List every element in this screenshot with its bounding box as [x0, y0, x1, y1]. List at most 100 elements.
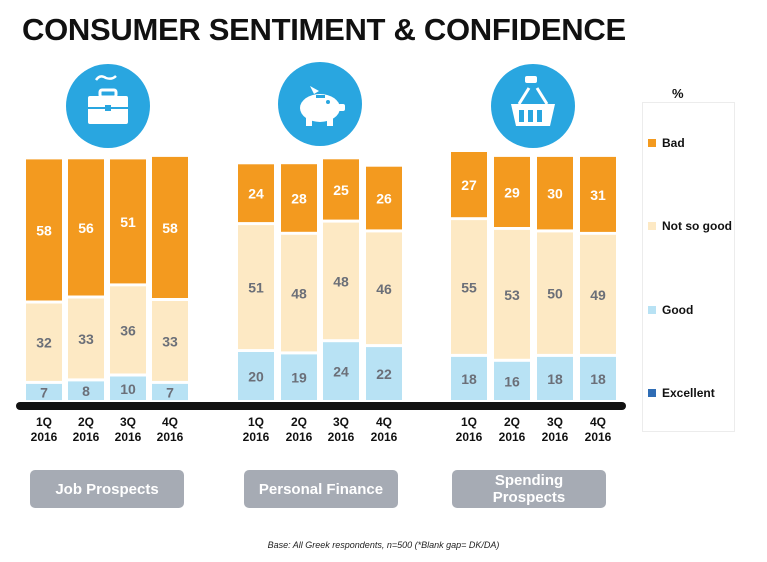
legend-item-good: Good [648, 303, 693, 317]
data-label-bad: 28 [291, 191, 307, 207]
data-label-good: 18 [590, 371, 606, 387]
legend-item-bad: Bad [648, 136, 685, 150]
data-label-bad: 27 [461, 177, 477, 193]
bar-segment-bad [366, 166, 402, 230]
legend-swatch-good [648, 306, 656, 314]
bar-segment-not-so-good [68, 298, 104, 379]
bar-segment-not-so-good [580, 234, 616, 354]
data-label-not-so-good: 55 [461, 280, 477, 296]
bar-segment-not-so-good [26, 303, 62, 381]
bar-segment-bad [323, 159, 359, 220]
bar-segment-bad [451, 152, 487, 218]
bar-segment-good [68, 381, 104, 400]
bar-segment-not-so-good [366, 232, 402, 345]
page-title: CONSUMER SENTIMENT & CONFIDENCE [22, 12, 626, 47]
bar-segment-good [366, 347, 402, 400]
data-label-bad: 26 [376, 191, 392, 207]
data-label-good: 18 [461, 371, 477, 387]
bar-segment-not-so-good [152, 301, 188, 381]
bar-segment-not-so-good [537, 232, 573, 354]
briefcase-icon [66, 64, 150, 148]
bar-segment-not-so-good [281, 234, 317, 352]
bar-segment-not-so-good [494, 229, 530, 359]
panel-personal-finance: 20 51 24 19 48 28 24 48 25 22 46 26 [238, 159, 402, 400]
data-label-good: 18 [547, 371, 563, 387]
bar-segment-good [537, 356, 573, 400]
data-label-not-so-good: 49 [590, 287, 606, 303]
bar-segment-good [580, 356, 616, 400]
category-tick-label: 1Q 2016 [456, 415, 483, 444]
data-label-not-so-good: 51 [248, 280, 264, 296]
legend-label-excellent: Excellent [662, 386, 715, 400]
spending-prospects-button[interactable]: Spending Prospects [452, 470, 606, 508]
data-label-bad: 31 [590, 187, 606, 203]
category-tick-label: 3Q 2016 [115, 415, 142, 444]
bar-segment-good [26, 383, 62, 401]
bar-segment-good [323, 342, 359, 400]
shopping-basket-icon [491, 64, 575, 148]
data-label-good: 10 [120, 381, 136, 397]
legend-item-not-so-good: Not so good [648, 219, 732, 233]
legend-box [642, 102, 735, 432]
bar-segment-bad [494, 156, 530, 227]
data-label-not-so-good: 32 [36, 335, 52, 351]
data-label-not-so-good: 48 [333, 273, 349, 289]
bar-segment-good [281, 354, 317, 400]
category-tick-label: 2Q 2016 [499, 415, 526, 444]
bar-segment-good [152, 383, 188, 401]
legend-label-bad: Bad [662, 136, 685, 150]
data-label-bad: 29 [504, 184, 520, 200]
bar-segment-not-so-good [110, 286, 146, 374]
bar-segment-bad [152, 156, 188, 298]
data-label-good: 8 [82, 383, 90, 399]
bar-segment-good [494, 361, 530, 400]
category-tick-label: 3Q 2016 [542, 415, 569, 444]
legend-swatch-bad [648, 139, 656, 147]
category-tick-label: 4Q 2016 [371, 415, 398, 444]
bar-segment-bad [281, 164, 317, 232]
data-label-bad: 25 [333, 182, 349, 198]
data-label-good: 24 [333, 364, 349, 380]
category-tick-label: 3Q 2016 [328, 415, 355, 444]
legend-label-not-so-good: Not so good [662, 219, 732, 233]
category-tick-label: 2Q 2016 [286, 415, 313, 444]
personal-finance-button[interactable]: Personal Finance [244, 470, 398, 508]
category-tick-label: 4Q 2016 [157, 415, 184, 444]
category-tick-label: 4Q 2016 [585, 415, 612, 444]
data-label-not-so-good: 33 [78, 331, 94, 347]
data-label-bad: 58 [162, 220, 178, 236]
stacked-bar-chart: 7325883356103651733582051241948282448252… [16, 62, 626, 444]
category-tick-label: 1Q 2016 [243, 415, 270, 444]
bar-segment-bad [68, 159, 104, 296]
piggy-bank-icon [278, 62, 362, 146]
legend-swatch-not-so-good [648, 222, 656, 230]
data-label-good: 16 [504, 373, 520, 389]
data-label-not-so-good: 33 [162, 333, 178, 349]
legend-item-excellent: Excellent [648, 386, 715, 400]
bar-segment-good [451, 356, 487, 400]
category-tick-label: 2Q 2016 [73, 415, 100, 444]
bar-segment-good [110, 376, 146, 400]
data-label-not-so-good: 48 [291, 286, 307, 302]
bar-segment-bad [537, 156, 573, 230]
data-label-bad: 24 [248, 186, 264, 202]
bar-segment-bad [26, 159, 62, 301]
data-label-not-so-good: 53 [504, 287, 520, 303]
data-label-good: 7 [166, 384, 174, 400]
data-label-bad: 58 [36, 222, 52, 238]
data-label-bad: 30 [547, 186, 563, 202]
data-label-bad: 51 [120, 214, 136, 230]
data-label-not-so-good: 50 [547, 286, 563, 302]
footnote: Base: All Greek respondents, n=500 (*Bla… [267, 540, 500, 550]
bar-segment-bad [580, 156, 616, 232]
data-label-good: 22 [376, 366, 392, 382]
panel-spending-prospects: 18 55 27 16 53 29 18 50 30 18 49 31 [451, 152, 616, 400]
data-label-bad: 56 [78, 220, 94, 236]
bar-segment-not-so-good [238, 225, 274, 350]
job-prospects-button[interactable]: Job Prospects [30, 470, 184, 508]
data-label-good: 7 [40, 384, 48, 400]
bar-segment-good [238, 352, 274, 400]
bar-segment-not-so-good [323, 222, 359, 340]
bar-segment-not-so-good [451, 220, 487, 354]
data-label-good: 19 [291, 370, 307, 386]
